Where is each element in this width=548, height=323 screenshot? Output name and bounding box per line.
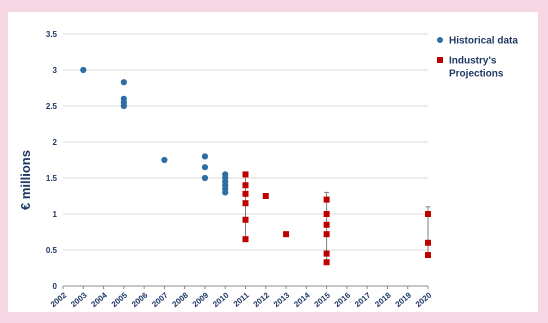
y-tick-label: 0.5 (46, 246, 58, 255)
y-tick-labels: 0 0.5 1 1.5 2 2.5 3 3.5 (46, 30, 58, 291)
legend-marker-historical (437, 37, 443, 43)
historical-data-point (161, 156, 168, 164)
projection-data-point (323, 211, 330, 217)
historical-data-point (80, 66, 87, 74)
y-tick-label: 3 (53, 66, 58, 75)
historical-data-point (120, 79, 127, 86)
x-tick-label: 2019 (394, 290, 414, 309)
grid-layer (62, 33, 429, 289)
projection-data-point (242, 200, 249, 207)
y-axis-label: € millions (18, 150, 33, 210)
x-tick-label: 2002 (49, 290, 69, 309)
projection-data-point (323, 250, 330, 257)
legend-label: Industry's Projections (449, 56, 504, 80)
x-tick-label: 2012 (252, 290, 272, 309)
projection-data-point (323, 231, 330, 238)
projection-data-point (323, 196, 330, 203)
y-tick-label: 3.5 (46, 30, 58, 39)
historical-data-point (222, 189, 229, 196)
projection-data-point (242, 216, 249, 223)
projection-data-point (425, 252, 431, 259)
error-bars (243, 173, 431, 263)
projection-data-point (323, 259, 330, 266)
x-tick-label: 2008 (171, 290, 191, 309)
y-tick-label: 1 (53, 210, 58, 219)
historical-data-point (120, 102, 127, 110)
projection-data-point (242, 182, 249, 189)
historical-data-point (201, 153, 209, 160)
x-tick-label: 2015 (312, 290, 332, 309)
x-tick-label: 2003 (69, 290, 89, 309)
legend-marker-projections (437, 57, 443, 63)
projection-data-point (242, 190, 249, 197)
x-tick-label: 2006 (130, 290, 150, 309)
legend: Historical data Industry's Projections (437, 36, 518, 80)
x-tick-label: 2010 (211, 290, 231, 309)
projection-data-point (425, 211, 431, 217)
historical-data-point (201, 164, 209, 171)
x-tick-label: 2014 (292, 290, 312, 309)
x-tick-label: 2017 (353, 290, 373, 309)
y-tick-label: 1.5 (46, 174, 58, 183)
projection-data-point (323, 221, 330, 228)
chart-card: 0 0.5 1 1.5 2 2.5 3 3.5 2002 2003 2004 2005 2006 200… (8, 12, 538, 312)
x-tick-label: 2009 (191, 290, 211, 309)
x-tick-label: 2004 (89, 290, 109, 309)
x-tick-labels: 2002 2003 2004 2005 2006 2007 2008 2009 2010 2011… (49, 290, 434, 309)
x-tick-label: 2011 (232, 290, 252, 308)
projection-data-point (242, 171, 249, 178)
y-tick-label: 0 (53, 282, 58, 291)
x-tick-label: 2007 (150, 290, 170, 309)
data-points (80, 66, 431, 266)
projection-data-point (283, 231, 290, 238)
historical-data-point (201, 174, 209, 182)
x-tick-label: 2005 (110, 290, 130, 309)
projection-data-point (242, 236, 249, 243)
x-tick-label: 2020 (414, 290, 434, 309)
y-tick-label: 2 (53, 138, 58, 147)
x-tick-label: 2016 (333, 290, 353, 309)
x-tick-label: 2013 (272, 290, 292, 309)
y-tick-label: 2.5 (46, 102, 58, 111)
chart-svg: 00.511.522.533.5 2002 2003 2004 2005 2006 200… (18, 30, 518, 309)
x-tick-label: 2018 (373, 290, 393, 309)
projection-data-point (425, 239, 431, 246)
projection-data-point (262, 193, 269, 199)
legend-label: Historical data (449, 36, 518, 47)
